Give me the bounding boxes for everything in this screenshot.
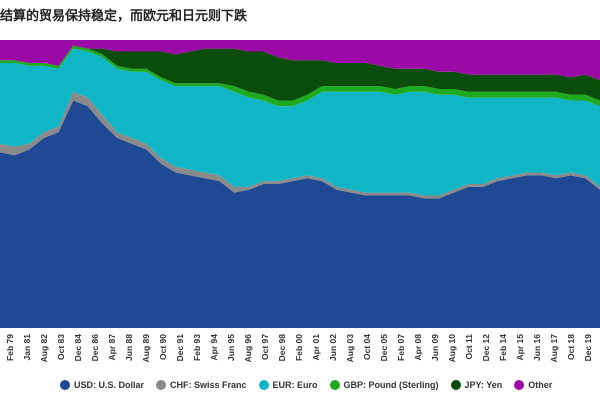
legend-label: EUR: Euro [272, 380, 318, 390]
area-layers [0, 40, 600, 328]
area-jpy [0, 45, 600, 101]
legend-item: JPY: Yen [450, 380, 503, 390]
legend-label: USD: U.S. Dollar [74, 380, 145, 390]
x-tick-label: Feb 00 [294, 334, 304, 361]
x-tick-label: Aug 10 [447, 334, 457, 363]
x-tick-label: Aug 82 [39, 334, 49, 363]
legend-swatch [329, 380, 340, 390]
x-tick-label: Jun 88 [124, 334, 134, 361]
legend-item: CHF: Swiss Franc [156, 380, 247, 390]
x-tick-label: Apr 01 [311, 334, 321, 361]
legend-label: JPY: Yen [464, 380, 503, 390]
x-tick-label: Dec 19 [583, 334, 593, 362]
x-tick-label: Feb 14 [498, 334, 508, 361]
legend-swatch [450, 380, 461, 390]
legend-label: Other [528, 380, 553, 390]
x-tick-label: Oct 90 [158, 334, 168, 360]
x-tick-label: Aug 96 [243, 334, 253, 363]
x-tick-label: Oct 04 [362, 334, 372, 360]
x-tick-label: Oct 83 [56, 334, 66, 360]
x-tick-label: Dec 12 [481, 334, 491, 362]
chart-title: 结算的贸易保持稳定，而欧元和日元则下跌 [0, 9, 248, 24]
x-tick-label: Aug 89 [141, 334, 151, 363]
legend-label: GBP: Pound (Sterling) [343, 380, 439, 390]
x-tick-label: Oct 97 [260, 334, 270, 360]
x-tick-label: Aug 17 [549, 334, 559, 363]
legend-item: Other [514, 380, 552, 390]
x-tick-label: Feb 79 [5, 334, 15, 361]
area-eur [0, 48, 600, 196]
area-chf [0, 91, 600, 199]
legend-swatch [156, 380, 167, 390]
x-tick-label: Dec 86 [90, 334, 100, 362]
x-tick-label: Apr 15 [515, 334, 525, 361]
x-tick-label: Jun 16 [532, 334, 542, 361]
x-tick-label: Oct 18 [566, 334, 576, 360]
x-tick-label: Jun 95 [226, 334, 236, 361]
x-tick-label: Dec 98 [277, 334, 287, 362]
x-tick-label: Dec 84 [73, 334, 83, 362]
x-tick-label: Apr 08 [413, 334, 423, 361]
legend-label: CHF: Swiss Franc [170, 380, 247, 390]
legend-swatch [258, 380, 269, 390]
x-tick-label: Apr 87 [107, 334, 117, 361]
area-gbp [0, 45, 600, 107]
x-tick-label: Jun 02 [328, 334, 338, 361]
legend-item: GBP: Pound (Sterling) [329, 380, 439, 390]
x-tick-label: Jun 09 [430, 334, 440, 361]
x-tick-label: Jan 81 [22, 334, 32, 361]
x-tick-label: Feb 93 [192, 334, 202, 361]
area-usd [0, 100, 600, 328]
x-tick-label: Apr 94 [209, 334, 219, 361]
legend: USD: U.S. Dollar CHF: Swiss Franc EUR: Eur… [60, 377, 600, 393]
x-tick-label: Feb 07 [396, 334, 406, 361]
legend-swatch [60, 380, 70, 390]
legend-item: EUR: Euro [258, 380, 318, 390]
x-tick-label: Oct 11 [464, 334, 474, 360]
x-tick-label: Aug 03 [345, 334, 355, 363]
legend-swatch [514, 380, 525, 390]
x-tick-label: Dec 91 [175, 334, 185, 362]
legend-item: USD: U.S. Dollar [60, 380, 144, 390]
area-other [0, 40, 600, 81]
x-tick-label: Dec 05 [379, 334, 389, 362]
x-axis-ticks: Feb 79 Jan 81 Aug 82 Oct 83 Dec 84 Dec 86 Apr … [5, 334, 593, 363]
